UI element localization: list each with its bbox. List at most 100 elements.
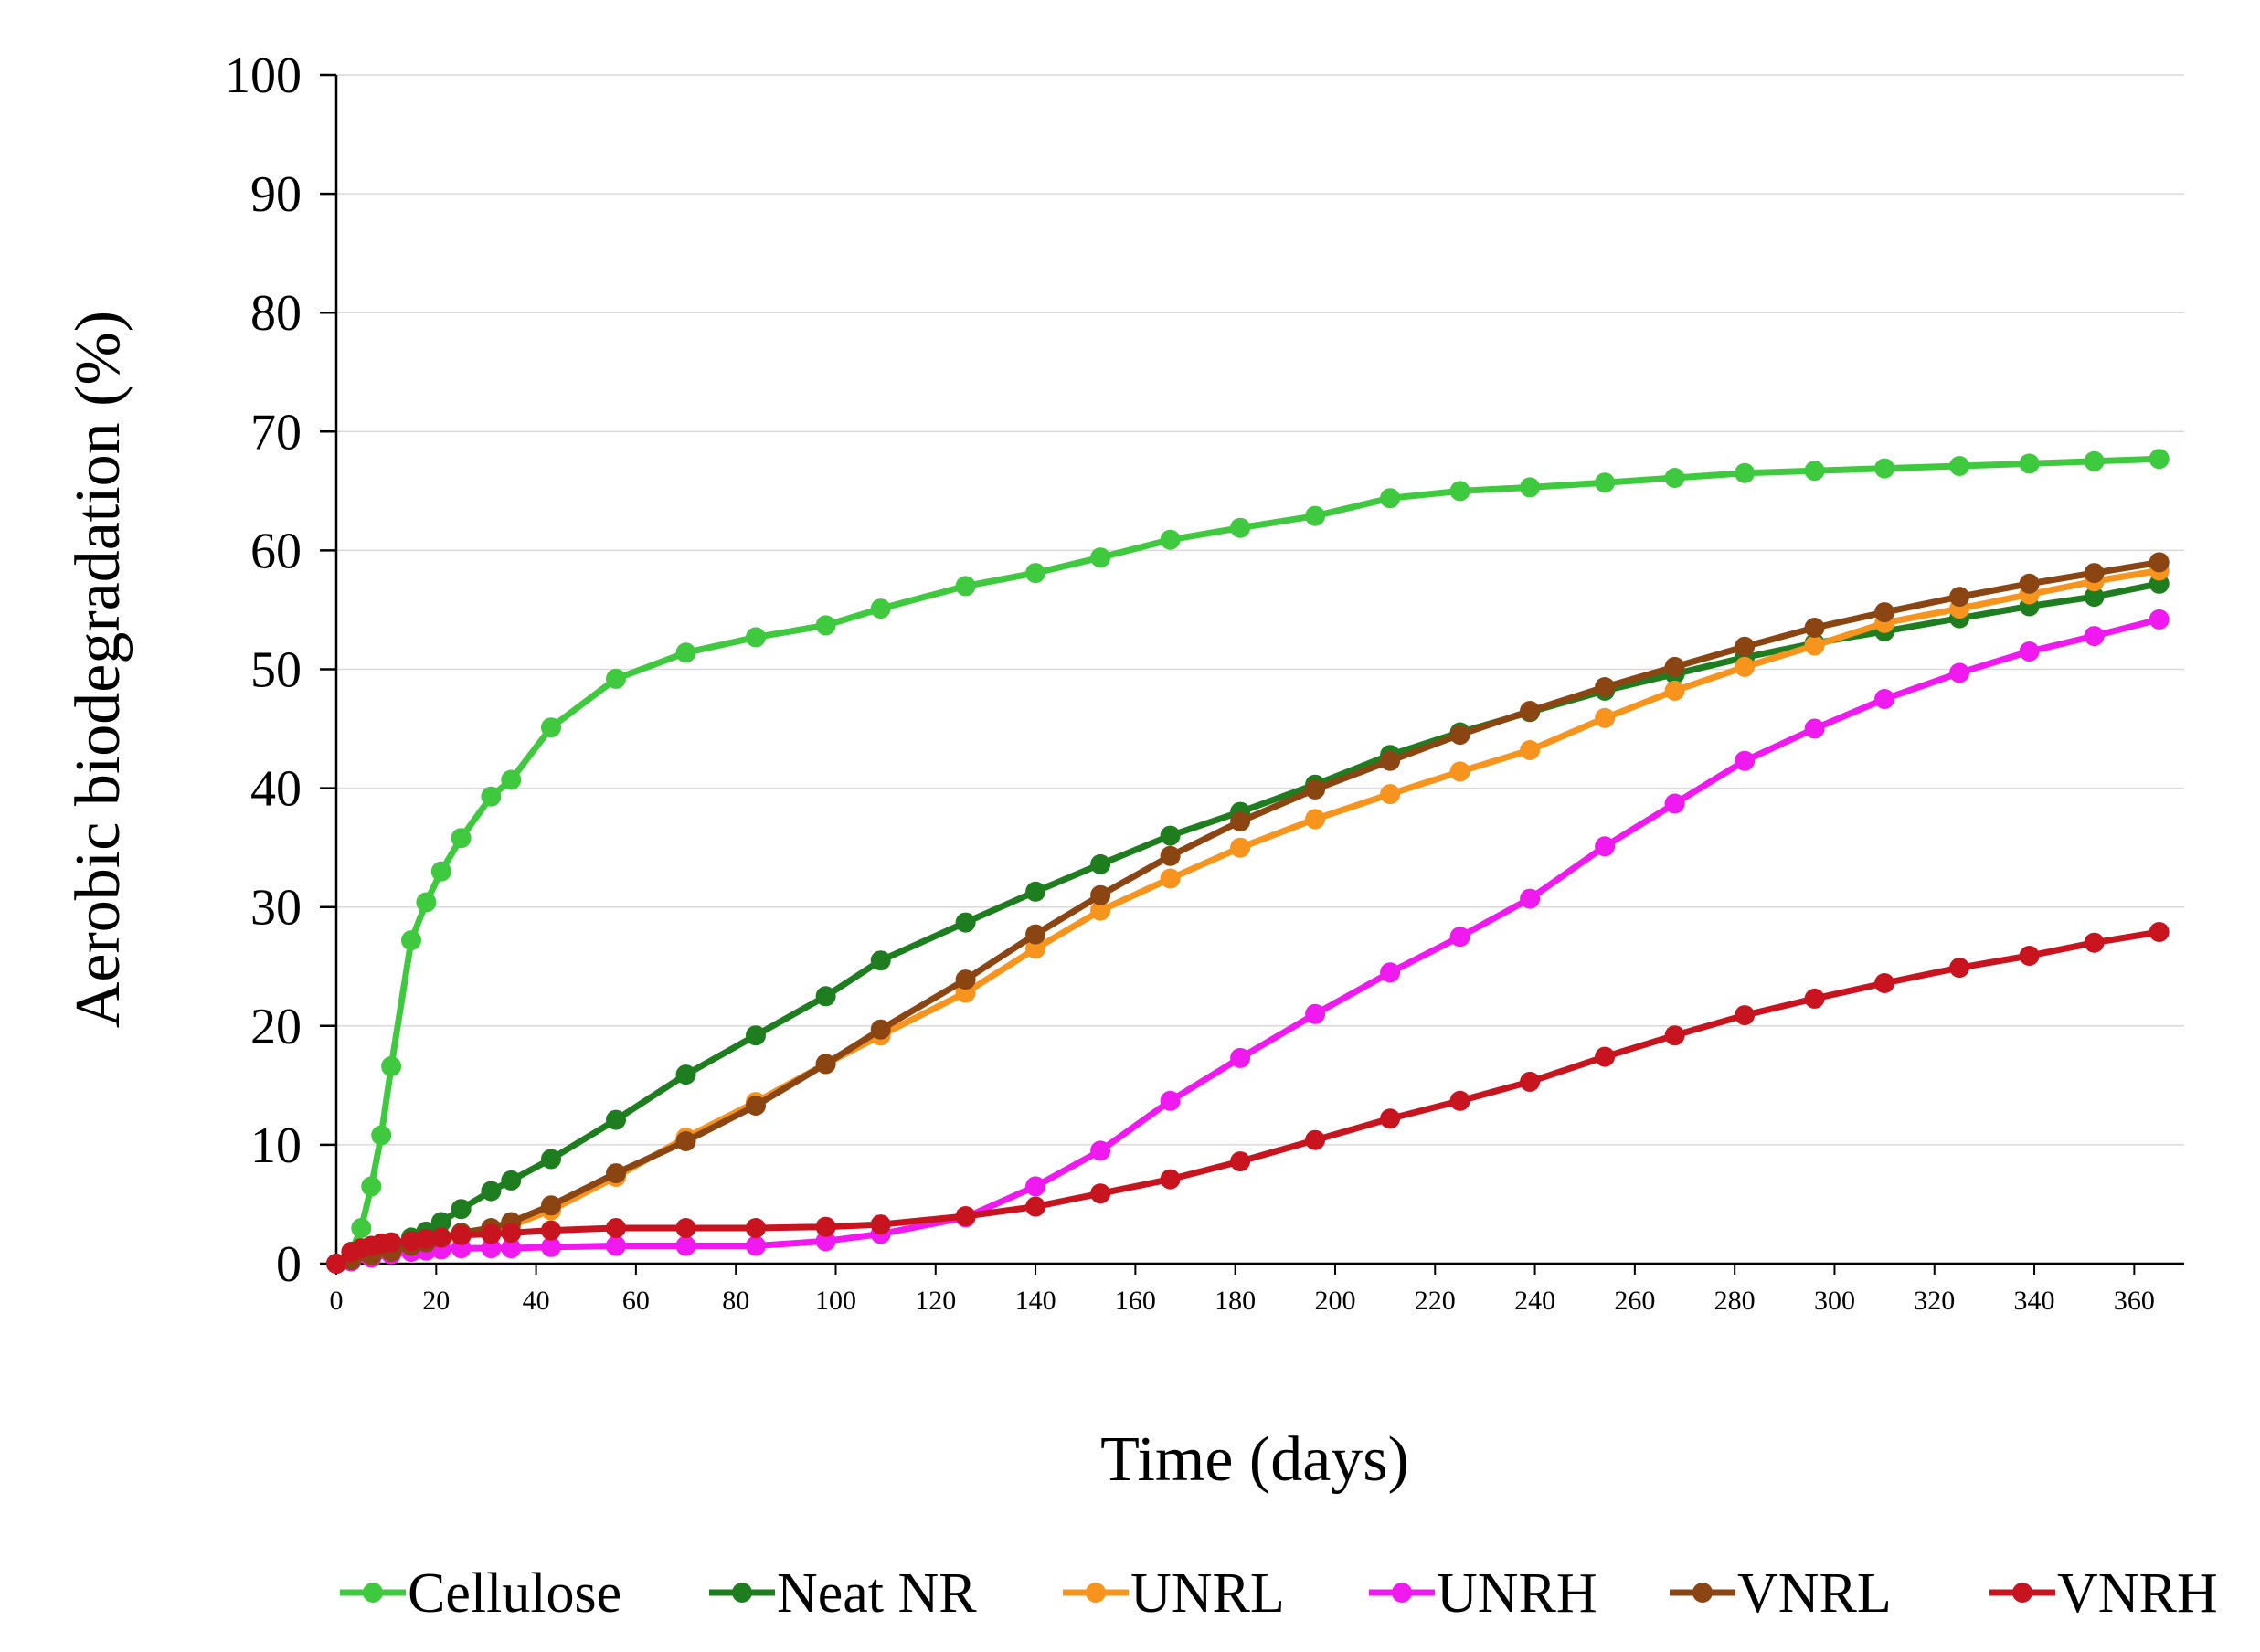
data-point-unrh — [1735, 750, 1756, 771]
data-point-vnrh — [401, 1231, 421, 1252]
data-point-vnrh — [501, 1223, 522, 1244]
legend-label: VNRL — [1737, 1562, 1892, 1625]
data-point-neat-nr — [430, 1212, 451, 1233]
data-point-cellulose — [1025, 563, 1046, 584]
data-point-cellulose — [1520, 477, 1541, 498]
legend-item-unrh: UNRH — [1369, 1562, 1597, 1625]
x-tick-label: 160 — [1115, 1286, 1156, 1316]
data-point-cellulose — [501, 769, 522, 790]
data-point-unrl — [1380, 784, 1401, 805]
data-point-cellulose — [401, 930, 421, 951]
data-point-unrl — [1595, 707, 1616, 728]
x-tick-label: 60 — [622, 1286, 650, 1316]
x-tick-label: 280 — [1714, 1286, 1756, 1316]
data-point-cellulose — [351, 1218, 372, 1238]
data-point-vnrh — [1025, 1196, 1046, 1217]
data-point-vnrh — [1804, 988, 1825, 1009]
y-tick-label: 60 — [250, 523, 302, 579]
data-point-neat-nr — [955, 912, 976, 933]
data-point-vnrl — [1305, 778, 1326, 800]
data-point-cellulose — [2149, 449, 2170, 470]
data-point-vnrl — [675, 1131, 696, 1151]
data-point-vnrh — [1380, 1108, 1401, 1129]
data-point-vnrh — [1449, 1090, 1470, 1111]
data-point-neat-nr — [1025, 881, 1046, 902]
data-point-vnrh — [746, 1218, 766, 1238]
data-point-vnrl — [1380, 750, 1401, 771]
data-point-vnrh — [416, 1228, 437, 1249]
data-point-vnrh — [1735, 1005, 1756, 1026]
data-point-unrl — [1520, 740, 1541, 760]
data-point-vnrl — [2149, 552, 2170, 573]
legend-label: Neat NR — [777, 1562, 977, 1625]
data-point-vnrl — [1025, 924, 1046, 945]
legend-swatch-marker — [1086, 1583, 1106, 1603]
data-point-vnrh — [675, 1218, 696, 1238]
data-point-vnrh — [2149, 922, 2170, 942]
data-point-vnrl — [1874, 602, 1895, 623]
data-point-vnrl — [2019, 573, 2040, 594]
x-tick-label: 220 — [1415, 1286, 1456, 1316]
y-tick-label: 70 — [250, 404, 302, 461]
data-point-vnrl — [746, 1096, 766, 1116]
data-point-vnrl — [606, 1163, 626, 1184]
data-point-vnrh — [326, 1254, 346, 1274]
data-point-unrl — [1160, 868, 1181, 889]
x-tick-label: 20 — [422, 1286, 450, 1316]
data-point-cellulose — [361, 1176, 382, 1197]
data-point-neat-nr — [815, 986, 836, 1007]
data-point-unrh — [501, 1238, 522, 1259]
legend-label: VNRH — [2057, 1562, 2218, 1625]
x-tick-label: 360 — [2114, 1286, 2155, 1316]
legend-item-unrl: UNRL — [1063, 1562, 1285, 1625]
y-tick-label: 20 — [250, 999, 302, 1055]
data-point-unrh — [2084, 626, 2105, 647]
data-point-cellulose — [870, 598, 891, 620]
data-point-unrl — [1804, 635, 1825, 656]
y-tick-label: 40 — [250, 761, 302, 818]
data-point-unrl — [1090, 900, 1111, 921]
y-tick-label: 90 — [250, 166, 302, 223]
x-tick-label: 140 — [1015, 1286, 1056, 1316]
data-point-cellulose — [2019, 453, 2040, 474]
data-point-vnrh — [1874, 973, 1895, 993]
series — [326, 449, 2170, 1274]
legend-label: UNRH — [1437, 1562, 1597, 1625]
data-point-vnrh — [1595, 1046, 1616, 1067]
data-point-vnrh — [1090, 1183, 1111, 1204]
data-point-unrh — [1380, 962, 1401, 983]
data-point-cellulose — [815, 615, 836, 636]
legend-item-cellulose: Cellulose — [340, 1562, 621, 1625]
data-point-vnrh — [2019, 946, 2040, 966]
data-point-cellulose — [1305, 505, 1326, 526]
legend-swatch-marker — [732, 1583, 752, 1603]
data-point-vnrl — [1230, 811, 1251, 831]
x-tick-label: 340 — [2014, 1286, 2055, 1316]
data-point-unrh — [1664, 793, 1685, 814]
y-tick-label: 10 — [250, 1117, 302, 1174]
data-point-unrh — [541, 1236, 561, 1257]
data-point-vnrh — [955, 1206, 976, 1226]
legend-swatch-marker — [363, 1583, 383, 1603]
data-point-cellulose — [541, 717, 561, 738]
x-tick-label: 120 — [915, 1286, 956, 1316]
data-point-cellulose — [481, 786, 502, 807]
y-tick-labels: 0 10 20 30 40 50 60 70 80 90 100 — [225, 48, 302, 1293]
data-point-vnrh — [815, 1216, 836, 1237]
legend-label: UNRL — [1130, 1562, 1285, 1625]
data-point-vnrh — [870, 1214, 891, 1235]
data-point-unrl — [1230, 837, 1251, 858]
data-point-vnrl — [1090, 884, 1111, 905]
data-point-cellulose — [1230, 517, 1251, 538]
data-point-cellulose — [1380, 488, 1401, 509]
data-point-unrh — [1804, 718, 1825, 739]
x-tick-label: 180 — [1215, 1286, 1256, 1316]
data-point-neat-nr — [451, 1199, 472, 1220]
data-point-unrh — [1595, 836, 1616, 857]
legend-item-vnrh: VNRH — [1989, 1562, 2218, 1625]
data-point-vnrh — [381, 1232, 402, 1253]
legend-swatch-marker — [1392, 1583, 1412, 1603]
data-point-vnrh — [1949, 958, 1970, 979]
